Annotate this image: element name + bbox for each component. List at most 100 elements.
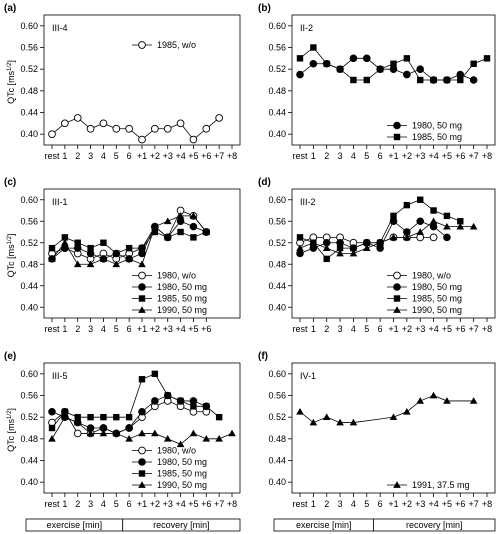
legend-entry: 1980, w/o [387, 271, 451, 281]
y-tick-label: 0.56 [268, 391, 286, 401]
x-tick-label: +3 [415, 151, 425, 161]
x-tick-label: +6 [201, 499, 211, 509]
legend-entry: 1980, 50 mg [132, 457, 207, 467]
legend-entry: 1985, w/o [132, 40, 196, 50]
series-3 [296, 217, 478, 257]
data-point [87, 244, 94, 252]
panel-b: (b) 0.60 0.56 0.52 0.48 0.44 0.40 rest 1 2 3 4 5 6 +1 +… [258, 3, 496, 161]
x-tick-label: 1 [311, 324, 316, 334]
legend-entry: 1990, 50 mg [132, 480, 207, 490]
y-tick-label: 0.60 [268, 21, 286, 31]
y-tick-label: 0.44 [20, 456, 38, 466]
x-tick-label: +8 [227, 151, 237, 161]
data-point [416, 233, 425, 242]
data-point [189, 429, 198, 437]
x-tick-label: +8 [482, 324, 492, 334]
legend-entry: 1990, 50 mg [387, 305, 462, 315]
y-tick-label: 0.56 [20, 216, 38, 226]
x-tick-label: 5 [364, 324, 369, 334]
x-tick-label: 1 [62, 499, 67, 509]
series-3 [48, 212, 211, 268]
panel-c: (c) 0.60 0.56 0.52 0.48 0.44 0.40 QTc [ms1/2] re… [4, 177, 241, 334]
x-tick-label: 3 [338, 151, 343, 161]
x-tick-label: +5 [188, 324, 198, 334]
data-point [296, 244, 304, 251]
series-1 [296, 217, 451, 258]
panel-letter: (b) [258, 3, 271, 14]
x-tick-label: rest [292, 324, 308, 334]
data-point [376, 238, 384, 246]
legend-entry: 1985, 50 mg [132, 469, 207, 479]
data-point [403, 201, 411, 209]
series-0 [48, 114, 223, 144]
subject-label: IV-1 [300, 371, 316, 381]
legend-marker [138, 481, 146, 488]
y-axis-label: QTc [ms1/2] [6, 408, 16, 452]
data-point [73, 418, 82, 426]
data-point [125, 413, 133, 421]
x-tick-label: rest [44, 499, 60, 509]
x-tick-label: +3 [415, 324, 425, 334]
legend-entry: 1985, 50 mg [387, 294, 462, 304]
legend-marker [393, 271, 401, 280]
x-tick-label: 2 [75, 499, 80, 509]
data-point [61, 238, 69, 246]
x-tick-label: +1 [137, 151, 147, 161]
data-point [349, 418, 358, 426]
data-point [177, 228, 184, 236]
data-point [190, 403, 197, 410]
data-point [203, 403, 210, 410]
legend-marker [138, 306, 146, 313]
series-0 [48, 206, 211, 263]
y-tick-label: 0.48 [268, 86, 286, 96]
x-tick-label: +8 [482, 151, 492, 161]
data-point [151, 370, 159, 378]
data-point [164, 392, 171, 399]
data-point [125, 424, 133, 432]
data-point [176, 119, 185, 128]
series-0 [296, 391, 478, 426]
legend-entry: 1980, 50 mg [387, 282, 462, 292]
data-point [349, 54, 358, 63]
legend: 1985, w/o [132, 40, 196, 50]
data-point [138, 135, 146, 144]
legend-entry: 1990, 50 mg [132, 305, 207, 315]
data-point [470, 60, 477, 67]
x-tick-label: +4 [428, 151, 438, 161]
data-point [457, 218, 464, 225]
legend-label: 1980, w/o [157, 271, 196, 281]
data-point [403, 70, 411, 79]
y-tick-label: 0.40 [268, 129, 286, 139]
y-axis-label: QTc [ms1/2] [6, 234, 16, 278]
x-tick-label: 6 [378, 324, 383, 334]
data-point [403, 233, 411, 241]
data-point [309, 418, 318, 426]
legend-label: 1980, 50 mg [157, 282, 207, 292]
data-point [336, 418, 344, 426]
x-tick-label: 2 [324, 151, 329, 161]
data-point [163, 435, 172, 442]
y-tick-label: 0.56 [20, 391, 38, 401]
x-tick-label: 2 [75, 151, 80, 161]
x-tick-label: +3 [163, 151, 173, 161]
data-point [202, 124, 211, 133]
data-point [429, 222, 438, 231]
x-tick-label: +7 [214, 151, 224, 161]
x-tick-label: 1 [311, 499, 316, 509]
y-tick-label: 0.48 [20, 259, 38, 269]
data-point [417, 196, 424, 203]
series-3 [48, 413, 236, 448]
x-tick-label: 2 [324, 499, 329, 509]
plot-frame [291, 362, 496, 494]
y-tick-label: 0.48 [20, 434, 38, 444]
data-point [443, 233, 451, 242]
data-point [112, 429, 121, 437]
x-tick-label: 5 [114, 151, 119, 161]
data-point [430, 207, 437, 214]
data-point [125, 124, 133, 133]
x-tick-label: rest [292, 151, 308, 161]
footer-right: exercise [min] recovery [min] [273, 518, 496, 532]
data-point [112, 124, 121, 133]
series-1 [296, 44, 491, 84]
